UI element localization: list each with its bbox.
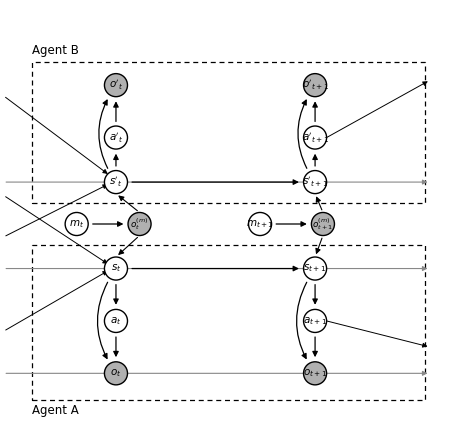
- Text: $m_{t+1}$: $m_{t+1}$: [246, 218, 273, 230]
- Circle shape: [104, 310, 127, 332]
- Circle shape: [303, 126, 326, 149]
- Text: $o'_{t}$: $o'_{t}$: [109, 78, 123, 92]
- Text: $a_{t+1}$: $a_{t+1}$: [302, 315, 327, 327]
- Circle shape: [128, 212, 151, 236]
- Circle shape: [65, 212, 88, 236]
- Text: $s_{t}$: $s_{t}$: [110, 263, 121, 275]
- Circle shape: [303, 73, 326, 97]
- Circle shape: [104, 257, 127, 280]
- Text: $m_{t}$: $m_{t}$: [69, 218, 84, 230]
- Text: $o_{t+1}^{(m)}$: $o_{t+1}^{(m)}$: [312, 216, 333, 232]
- Circle shape: [303, 257, 326, 280]
- Circle shape: [303, 362, 326, 385]
- Circle shape: [104, 171, 127, 194]
- Text: $s'_{t+1}$: $s'_{t+1}$: [301, 175, 327, 189]
- Circle shape: [303, 171, 326, 194]
- Circle shape: [311, 212, 334, 236]
- Text: Agent B: Agent B: [32, 44, 79, 57]
- Text: $o_{t+1}$: $o_{t+1}$: [302, 367, 327, 379]
- Circle shape: [104, 126, 127, 149]
- Bar: [32, 245, 424, 400]
- Text: $a'_{t+1}$: $a'_{t+1}$: [301, 130, 328, 145]
- Text: $o_{t}^{(m)}$: $o_{t}^{(m)}$: [130, 216, 148, 232]
- Circle shape: [248, 212, 271, 236]
- Text: $s_{t+1}$: $s_{t+1}$: [303, 263, 326, 275]
- Text: $s'_{t}$: $s'_{t}$: [109, 175, 122, 189]
- Text: $a'_{t}$: $a'_{t}$: [109, 130, 123, 145]
- Circle shape: [303, 310, 326, 332]
- Text: $o'_{t+1}$: $o'_{t+1}$: [301, 78, 328, 92]
- Bar: [32, 61, 424, 203]
- Text: $o_{t}$: $o_{t}$: [110, 367, 121, 379]
- Circle shape: [104, 73, 127, 97]
- Text: $a_{t}$: $a_{t}$: [110, 315, 121, 327]
- Circle shape: [104, 362, 127, 385]
- Text: Agent A: Agent A: [32, 404, 79, 417]
